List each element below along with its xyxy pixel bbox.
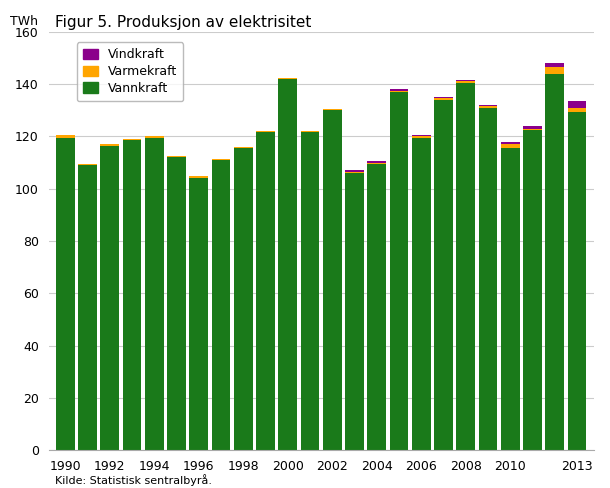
Bar bbox=[367, 161, 386, 163]
Bar bbox=[434, 100, 453, 450]
Bar bbox=[501, 144, 520, 148]
Bar bbox=[301, 131, 320, 132]
Bar bbox=[390, 89, 409, 91]
Bar bbox=[478, 108, 497, 450]
Bar bbox=[189, 178, 208, 450]
Bar bbox=[545, 74, 564, 450]
Bar bbox=[100, 145, 119, 450]
Bar bbox=[456, 81, 475, 83]
Bar bbox=[390, 92, 409, 450]
Bar bbox=[167, 157, 186, 450]
Bar bbox=[478, 106, 497, 108]
Bar bbox=[256, 131, 275, 132]
Bar bbox=[212, 159, 231, 160]
Bar bbox=[78, 165, 97, 450]
Text: Kilde: Statistisk sentralbyrå.: Kilde: Statistisk sentralbyrå. bbox=[55, 474, 212, 486]
Bar bbox=[345, 173, 364, 450]
Bar bbox=[278, 79, 297, 450]
Bar bbox=[412, 135, 431, 136]
Bar bbox=[501, 142, 520, 144]
Bar bbox=[523, 130, 542, 450]
Bar bbox=[456, 80, 475, 81]
Bar bbox=[123, 139, 142, 141]
Bar bbox=[323, 109, 342, 110]
Bar bbox=[478, 105, 497, 106]
Text: Figur 5. Produksjon av elektrisitet: Figur 5. Produksjon av elektrisitet bbox=[55, 15, 311, 30]
Bar bbox=[567, 112, 586, 450]
Bar bbox=[545, 63, 564, 67]
Bar bbox=[212, 160, 231, 450]
Bar bbox=[56, 135, 75, 138]
Bar bbox=[345, 172, 364, 173]
Bar bbox=[434, 99, 453, 100]
Bar bbox=[412, 136, 431, 138]
Bar bbox=[234, 147, 253, 148]
Bar bbox=[145, 138, 163, 450]
Bar bbox=[367, 163, 386, 164]
Bar bbox=[567, 108, 586, 112]
Bar bbox=[501, 148, 520, 450]
Bar bbox=[78, 164, 97, 165]
Bar bbox=[167, 156, 186, 157]
Bar bbox=[301, 132, 320, 450]
Bar bbox=[567, 101, 586, 108]
Bar bbox=[523, 126, 542, 128]
Bar bbox=[145, 136, 163, 138]
Bar bbox=[323, 110, 342, 450]
Bar bbox=[456, 83, 475, 450]
Bar bbox=[56, 138, 75, 450]
Bar bbox=[523, 128, 542, 130]
Bar bbox=[434, 97, 453, 99]
Bar bbox=[390, 91, 409, 92]
Bar bbox=[412, 138, 431, 450]
Bar bbox=[234, 148, 253, 450]
Text: TWh: TWh bbox=[10, 15, 38, 28]
Bar bbox=[123, 141, 142, 450]
Legend: Vindkraft, Varmekraft, Vannkraft: Vindkraft, Varmekraft, Vannkraft bbox=[77, 42, 184, 101]
Bar bbox=[256, 132, 275, 450]
Bar bbox=[345, 170, 364, 172]
Bar bbox=[367, 164, 386, 450]
Bar bbox=[100, 144, 119, 145]
Bar bbox=[278, 78, 297, 79]
Bar bbox=[545, 67, 564, 74]
Bar bbox=[189, 176, 208, 178]
